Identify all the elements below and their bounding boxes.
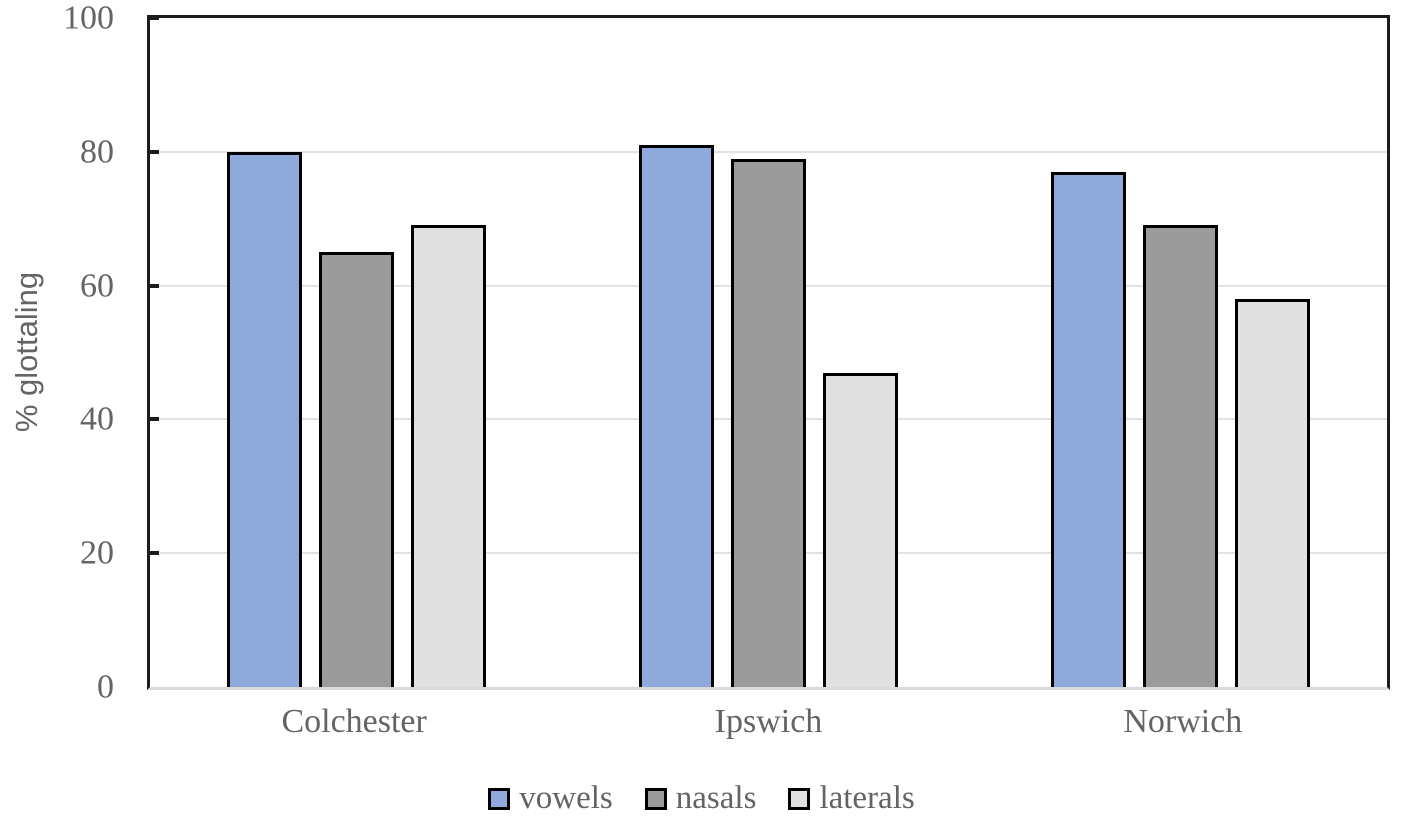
legend-label: laterals bbox=[819, 780, 915, 816]
y-tick-label: 60 bbox=[80, 267, 114, 305]
legend-item-laterals: laterals bbox=[788, 780, 915, 816]
y-axis-tick-mark bbox=[150, 283, 159, 288]
bars-layer bbox=[150, 18, 1387, 687]
gridline bbox=[150, 150, 1387, 153]
bar-laterals-norwich bbox=[1235, 298, 1311, 687]
legend-swatch-laterals bbox=[788, 787, 811, 810]
y-axis-tick-mark bbox=[150, 16, 159, 20]
y-tick-label: 20 bbox=[80, 534, 114, 572]
y-axis-tick-mark bbox=[150, 149, 159, 154]
y-tick-label: 0 bbox=[97, 668, 114, 706]
bar-group-norwich bbox=[975, 18, 1387, 687]
legend-swatch-vowels bbox=[488, 787, 511, 810]
bar-group-ipswich bbox=[562, 18, 974, 687]
y-tick-label: 80 bbox=[80, 133, 114, 171]
y-axis-title: % glottaling bbox=[9, 271, 44, 433]
category-label-colchester: Colchester bbox=[281, 703, 427, 740]
category-label-ipswich: Ipswich bbox=[714, 703, 823, 740]
category-label-norwich: Norwich bbox=[1123, 703, 1243, 740]
bar-group-colchester bbox=[150, 18, 562, 687]
bar-laterals-colchester bbox=[410, 225, 486, 687]
legend-item-nasals: nasals bbox=[644, 780, 757, 816]
y-axis-tick-mark bbox=[150, 551, 159, 556]
bar-vowels-ipswich bbox=[638, 145, 714, 687]
legend-label: vowels bbox=[519, 780, 613, 816]
bar-nasals-norwich bbox=[1143, 225, 1219, 687]
bar-nasals-colchester bbox=[318, 252, 394, 687]
bar-vowels-norwich bbox=[1051, 171, 1127, 687]
legend: vowels nasals laterals bbox=[0, 782, 1403, 815]
x-axis-category-labels: Colchester Ipswich Norwich bbox=[147, 703, 1390, 741]
bar-nasals-ipswich bbox=[730, 158, 806, 687]
legend-swatch-nasals bbox=[644, 787, 667, 810]
y-tick-label: 100 bbox=[63, 0, 114, 37]
plot-area: 0 20 40 60 80 100 bbox=[63, 1, 1390, 704]
legend-item-vowels: vowels bbox=[488, 782, 613, 815]
bar-vowels-colchester bbox=[226, 151, 302, 687]
bar-laterals-ipswich bbox=[822, 372, 898, 687]
y-tick-label: 40 bbox=[80, 401, 114, 439]
y-axis-tick-mark bbox=[150, 417, 159, 422]
legend-label: nasals bbox=[675, 780, 757, 816]
